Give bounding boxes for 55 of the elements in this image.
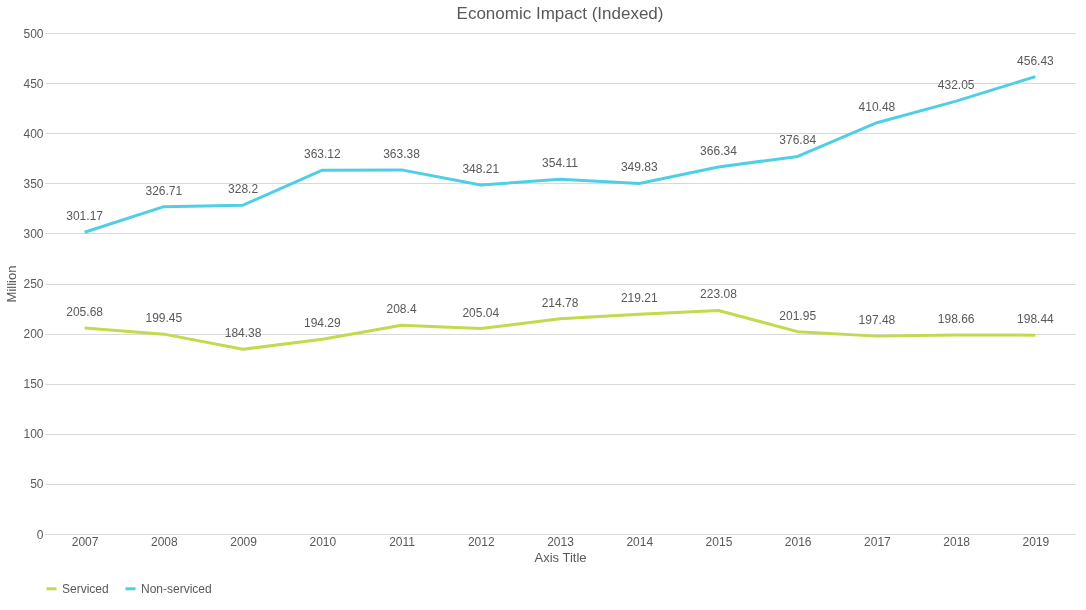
x-tick-label: 2014 xyxy=(626,534,654,549)
y-tick-label: 250 xyxy=(23,277,44,291)
data-label: 328.2 xyxy=(228,182,259,197)
data-label: 366.34 xyxy=(700,143,738,158)
x-tick-label: 2017 xyxy=(864,534,892,549)
legend-label: Serviced xyxy=(62,581,109,596)
data-label: 223.08 xyxy=(700,287,738,302)
y-tick-label: 200 xyxy=(23,327,44,342)
x-tick-label: 2015 xyxy=(705,534,733,549)
x-tick-label: 2012 xyxy=(467,534,495,549)
x-tick-label: 2013 xyxy=(547,534,575,549)
y-tick-label: 300 xyxy=(23,226,44,241)
x-axis-title: Axis Title xyxy=(534,549,587,565)
data-label: 410.48 xyxy=(858,99,896,114)
data-label: 326.71 xyxy=(145,183,183,198)
y-tick-label: 150 xyxy=(23,377,44,392)
data-label: 349.83 xyxy=(620,160,658,175)
data-label: 219.21 xyxy=(620,291,658,306)
y-tick-label: 0 xyxy=(36,527,44,542)
data-label: 432.05 xyxy=(937,78,975,93)
data-label: 201.95 xyxy=(779,308,817,323)
y-tick-label: 500 xyxy=(23,26,44,41)
y-tick-label: 350 xyxy=(23,176,44,191)
y-tick-label: 100 xyxy=(23,427,44,442)
data-label: 456.43 xyxy=(1017,53,1055,68)
data-label: 376.84 xyxy=(779,133,817,148)
x-tick-label: 2010 xyxy=(309,534,337,549)
data-label: 197.48 xyxy=(858,313,896,328)
y-tick-label: 50 xyxy=(30,477,44,492)
y-tick-label: 450 xyxy=(23,76,44,91)
data-label: 348.21 xyxy=(462,162,500,177)
data-label: 214.78 xyxy=(541,295,579,310)
data-label: 205.04 xyxy=(462,305,500,320)
data-label: 194.29 xyxy=(303,316,341,331)
x-tick-label: 2011 xyxy=(389,534,416,549)
y-axis-title: Million xyxy=(4,265,20,303)
data-label: 198.66 xyxy=(937,311,975,326)
data-label: 301.17 xyxy=(66,209,104,224)
data-label: 184.38 xyxy=(224,326,262,341)
chart-title: Economic Impact (Indexed) xyxy=(456,4,664,23)
x-tick-label: 2008 xyxy=(150,534,179,549)
legend-label: Non-serviced xyxy=(141,581,212,596)
data-label: 199.45 xyxy=(145,311,183,326)
x-tick-label: 2009 xyxy=(230,534,258,549)
data-label: 208.4 xyxy=(386,302,417,317)
x-tick-label: 2016 xyxy=(784,534,812,549)
y-tick-label: 400 xyxy=(23,126,44,141)
data-label: 363.38 xyxy=(383,146,421,161)
x-tick-label: 2018 xyxy=(943,534,971,549)
data-label: 354.11 xyxy=(542,156,579,171)
data-label: 363.12 xyxy=(303,147,341,162)
data-label: 198.44 xyxy=(1017,312,1055,327)
x-tick-label: 2019 xyxy=(1022,534,1050,549)
x-tick-label: 2007 xyxy=(71,534,99,549)
data-label: 205.68 xyxy=(66,304,104,319)
